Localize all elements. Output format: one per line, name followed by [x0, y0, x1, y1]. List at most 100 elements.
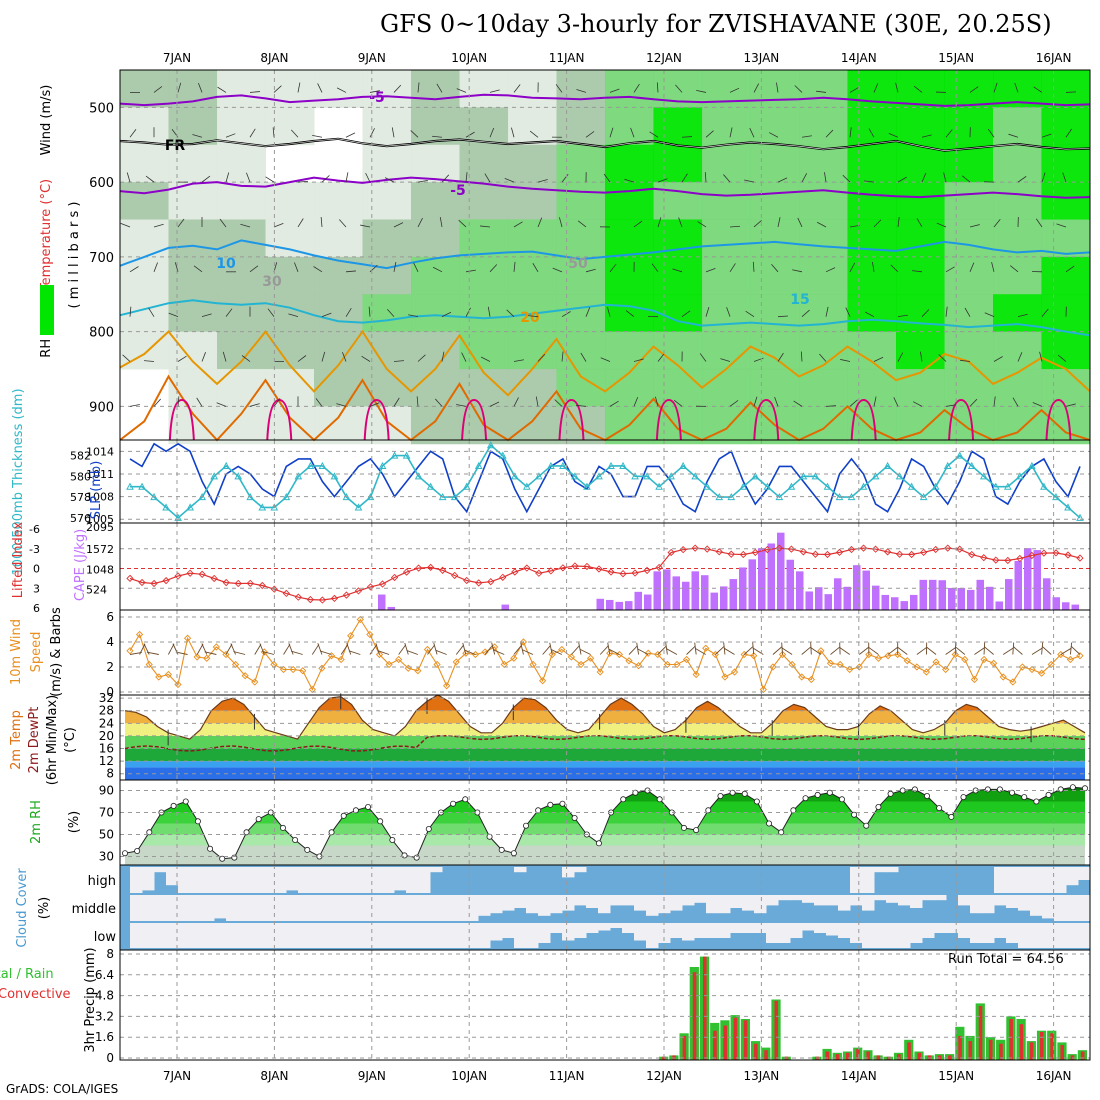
slp-tick: 1014	[86, 445, 114, 458]
rh-cell	[508, 144, 557, 183]
cloud-clear-cell	[634, 923, 647, 941]
wind-barb	[729, 263, 736, 273]
cloud-clear-cell	[262, 867, 275, 893]
wind-barb	[681, 136, 693, 138]
slp-thickness-ylabel: 1000-500mb Thickness (dm)	[11, 388, 26, 575]
rh-cell	[217, 182, 266, 220]
surface-wind-barb	[254, 643, 262, 655]
wind-barb	[126, 172, 131, 183]
wind-barb	[201, 352, 206, 362]
thickness-marker	[1004, 482, 1012, 490]
li-marker	[354, 587, 363, 595]
cape-bar	[1024, 548, 1032, 610]
rh-cell	[508, 331, 557, 370]
wind-barb	[801, 309, 810, 317]
rh-cell	[556, 294, 606, 333]
li-marker	[475, 579, 483, 587]
cloud-clear-cell	[814, 923, 827, 933]
wind-panel: 0 2 4 6 10m Wind Speed (m/s) & Barbs	[9, 607, 1084, 699]
precip-tick: 4.8	[95, 989, 114, 1003]
rh-marker	[875, 804, 882, 811]
wind-barb	[216, 402, 227, 407]
wind-barb	[792, 269, 803, 273]
wind-barb	[461, 352, 467, 362]
cape-bar	[663, 569, 671, 610]
wind-label: Wind (m/s)	[39, 85, 54, 156]
li-tick: -6	[29, 523, 40, 536]
thickness-marker	[402, 451, 411, 459]
wind-barb	[177, 355, 187, 362]
li-marker	[1004, 556, 1012, 565]
wind-barb	[603, 173, 611, 183]
wind-speed-marker	[778, 650, 787, 659]
li-marker	[234, 579, 242, 588]
vertical-grid	[176, 865, 1055, 950]
precip-tick: 3.2	[95, 1009, 114, 1023]
wind-barb	[360, 224, 371, 228]
thickness-marker	[739, 482, 748, 490]
wind-barb	[984, 312, 995, 318]
cape-bar	[1052, 597, 1060, 610]
rh-cell	[362, 107, 412, 146]
rh-marker	[595, 840, 602, 847]
cape-bar	[986, 586, 994, 610]
rh-cell	[1041, 256, 1091, 295]
li-marker	[908, 550, 916, 559]
cloud-clear-cell	[394, 867, 407, 891]
wind-speed-marker	[846, 665, 854, 674]
cloud-clear-cell	[1042, 867, 1055, 893]
cloud-clear-cell	[910, 923, 923, 943]
rh-cell	[702, 256, 751, 295]
wind-barb	[624, 178, 635, 183]
rh-cell	[314, 219, 363, 258]
rh-cell	[653, 107, 703, 146]
rh-band	[125, 787, 1085, 791]
rh-band	[125, 812, 1085, 824]
precip-axis-label: 3hr Precip (mm)	[83, 947, 98, 1052]
thickness-marker	[979, 472, 988, 480]
wind-barb	[993, 82, 998, 93]
rh-cell	[799, 331, 848, 370]
wind-barb	[369, 90, 380, 93]
wind-barb	[217, 86, 227, 93]
rh-cell	[362, 368, 412, 407]
wind-speed-marker	[366, 630, 374, 639]
slp-label: SLP (mb)	[89, 461, 104, 520]
wind-barb	[241, 355, 251, 362]
temp-label-d: (°C)	[63, 727, 78, 753]
li-marker	[775, 544, 784, 552]
surface-wind-barb	[520, 642, 524, 655]
wind-speed-marker	[644, 649, 652, 657]
wind-barb	[417, 354, 426, 362]
wind-speed-marker	[299, 667, 307, 675]
wind-barb	[465, 269, 476, 273]
wind-barb	[749, 128, 755, 138]
rh-marker	[523, 822, 530, 829]
rh-cell	[993, 256, 1042, 295]
cape-bar	[777, 532, 785, 610]
thickness-marker	[1076, 513, 1084, 521]
isotherm-line	[119, 176, 1091, 199]
wind-speed-marker	[538, 677, 547, 685]
precip-convective-bar	[1019, 1024, 1024, 1060]
cape-bar	[948, 587, 956, 610]
rh-marker	[705, 807, 712, 814]
cloud-clear-cell	[130, 923, 143, 948]
thickness-marker	[270, 503, 279, 511]
rh-cell	[411, 182, 460, 220]
wind-barb	[705, 268, 716, 273]
vertical-grid	[176, 440, 1055, 523]
wind-barb	[1041, 308, 1049, 317]
thickness-marker	[486, 441, 495, 449]
rh-cell	[508, 70, 557, 108]
cloud-clear-cell	[286, 867, 299, 891]
wind-barb	[345, 307, 352, 317]
cloud-clear-cell	[598, 923, 611, 931]
cloud-clear-cell	[682, 895, 695, 906]
surface-wind-barb	[404, 642, 409, 655]
wind-barb	[1033, 86, 1043, 93]
li-marker	[583, 562, 591, 571]
cloud-clear-cell	[418, 867, 431, 893]
cloud-clear-cell	[826, 923, 839, 936]
cloud-clear-cell	[346, 923, 359, 948]
